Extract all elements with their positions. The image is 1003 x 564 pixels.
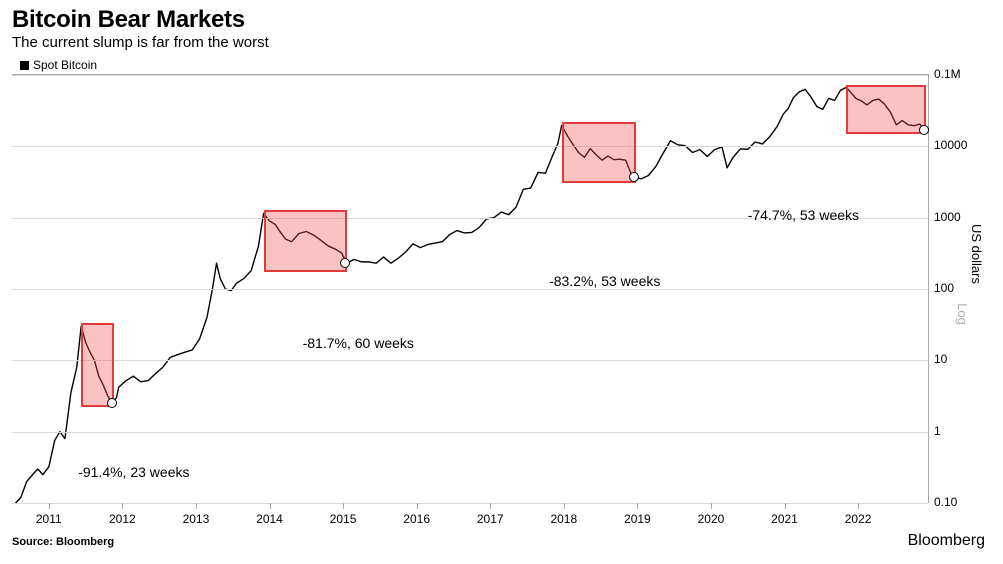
x-tick-label: 2021 — [771, 512, 798, 526]
legend: Spot Bitcoin — [20, 58, 97, 72]
y-tick-label: 1000 — [934, 210, 961, 224]
bear-2011-box — [81, 323, 113, 407]
x-tick-label: 2013 — [183, 512, 210, 526]
x-tick-mark — [490, 503, 491, 509]
x-tick-label: 2019 — [624, 512, 651, 526]
x-tick-mark — [196, 503, 197, 509]
gridline — [12, 360, 928, 361]
x-tick-label: 2012 — [109, 512, 136, 526]
log-scale-label: Log — [955, 303, 970, 325]
x-tick-mark — [637, 503, 638, 509]
figure: Bitcoin Bear Markets The current slump i… — [0, 0, 1003, 564]
bear-2021-bottom-marker — [919, 125, 929, 135]
chart-title: Bitcoin Bear Markets — [12, 6, 245, 34]
source-attribution: Source: Bloomberg — [12, 536, 114, 548]
x-tick-label: 2022 — [845, 512, 872, 526]
y-tick-label: 10000 — [934, 138, 967, 152]
bear-2017-label: -83.2%, 53 weeks — [549, 273, 660, 289]
x-tick-label: 2014 — [256, 512, 283, 526]
y-tick-label: 0.1M — [934, 67, 961, 81]
x-tick-mark — [858, 503, 859, 509]
bear-2013-box — [264, 210, 348, 272]
x-tick-mark — [417, 503, 418, 509]
bear-2011-label: -91.4%, 23 weeks — [78, 464, 189, 480]
x-tick-mark — [711, 503, 712, 509]
bear-2021-label: -74.7%, 53 weeks — [748, 207, 859, 223]
bear-2017-bottom-marker — [629, 172, 639, 182]
x-tick-label: 2015 — [330, 512, 357, 526]
y-tick-label: 10 — [934, 352, 947, 366]
x-tick-label: 2017 — [477, 512, 504, 526]
gridline — [12, 75, 928, 76]
y-axis-title: US dollars — [969, 224, 984, 284]
bear-2013-bottom-marker — [340, 258, 350, 268]
chart-subtitle: The current slump is far from the worst — [12, 34, 269, 51]
bear-2021-box — [846, 85, 925, 134]
x-tick-mark — [49, 503, 50, 509]
gridline — [12, 289, 928, 290]
legend-label: Spot Bitcoin — [33, 58, 97, 72]
gridline — [12, 503, 928, 504]
y-tick-label: 0.10 — [934, 495, 957, 509]
gridline — [12, 146, 928, 147]
x-tick-mark — [270, 503, 271, 509]
legend-swatch — [20, 61, 29, 70]
y-tick-label: 1 — [934, 424, 941, 438]
x-tick-mark — [564, 503, 565, 509]
bear-2011-bottom-marker — [107, 398, 117, 408]
bear-2017-box — [562, 122, 636, 183]
bear-2013-label: -81.7%, 60 weeks — [303, 335, 414, 351]
x-tick-mark — [785, 503, 786, 509]
brand-logo: Bloomberg — [908, 532, 985, 550]
x-tick-mark — [343, 503, 344, 509]
y-tick-label: 100 — [934, 281, 954, 295]
x-tick-label: 2016 — [403, 512, 430, 526]
x-tick-mark — [122, 503, 123, 509]
x-tick-label: 2011 — [36, 512, 62, 526]
gridline — [12, 432, 928, 433]
x-tick-label: 2018 — [550, 512, 577, 526]
plot-area: -91.4%, 23 weeks -81.7%, 60 weeks -83.2%, … — [12, 74, 929, 503]
x-tick-label: 2020 — [698, 512, 725, 526]
